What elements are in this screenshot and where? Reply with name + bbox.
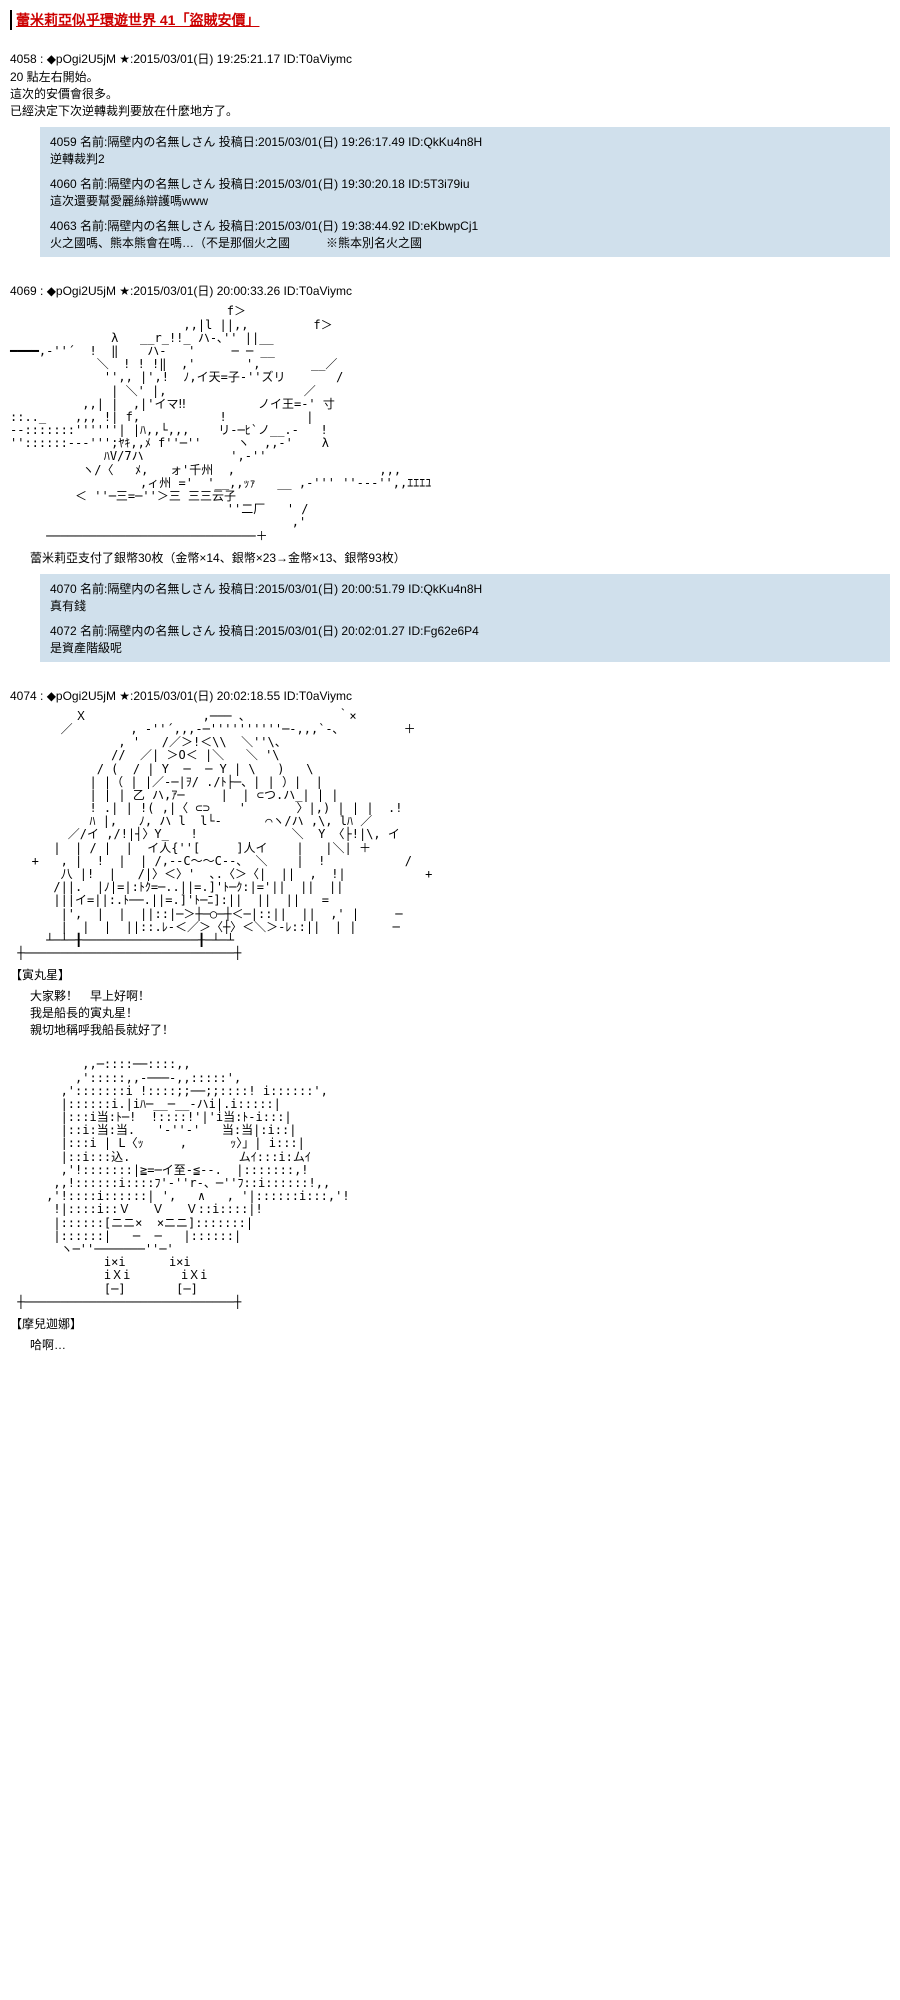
dialogue: 哈啊… — [30, 1336, 890, 1353]
ascii-art: f＞ ,,|l ||,, f＞ λ __r_!!_ ハ-､'' ||__ ━━━… — [10, 305, 890, 542]
ascii-art: ,,─::::──::::,, ,':::::,,-───-,,:::::', … — [10, 1058, 890, 1309]
character-name: 【寅丸星】 — [10, 966, 890, 983]
post-body: 20 點左右開始。 這次的安價會很多。 已經決定下次逆轉裁判要放在什麼地方了。 — [10, 69, 890, 119]
post: 4069 : ◆pOgi2U5jM ★:2015/03/01(日) 20:00:… — [10, 282, 890, 661]
post-after-text: 蕾米莉亞支付了銀幣30枚（金幣×14、銀幣×23→金幣×13、銀幣93枚） — [30, 549, 890, 566]
post: 4074 : ◆pOgi2U5jM ★:2015/03/01(日) 20:02:… — [10, 687, 890, 1353]
reply-header: 4063 名前:隔壁内の名無しさん 投稿日:2015/03/01(日) 19:3… — [50, 217, 880, 234]
reply-body: 火之國嗎、熊本熊會在嗎…（不是那個火之國 ※熊本別名火之國 — [50, 234, 880, 251]
thread-title[interactable]: 蕾米莉亞似乎環遊世界 41「盜賊安價」 — [10, 10, 890, 30]
reply-item: 4072 名前:隔壁内の名無しさん 投稿日:2015/03/01(日) 20:0… — [50, 622, 880, 656]
reply-item: 4059 名前:隔壁内の名無しさん 投稿日:2015/03/01(日) 19:2… — [50, 133, 880, 167]
reply-block: 4059 名前:隔壁内の名無しさん 投稿日:2015/03/01(日) 19:2… — [40, 127, 890, 257]
post: 4058 : ◆pOgi2U5jM ★:2015/03/01(日) 19:25:… — [10, 50, 890, 257]
ascii-art: Ｘ ,─── 、 ｀× ／ , -''´,,,-─''''''''''─-,,,… — [10, 710, 890, 961]
reply-body: 真有錢 — [50, 597, 880, 614]
posts-container: 4058 : ◆pOgi2U5jM ★:2015/03/01(日) 19:25:… — [10, 50, 890, 1353]
reply-header: 4060 名前:隔壁内の名無しさん 投稿日:2015/03/01(日) 19:3… — [50, 175, 880, 192]
reply-header: 4070 名前:隔壁内の名無しさん 投稿日:2015/03/01(日) 20:0… — [50, 580, 880, 597]
dialogue: 大家夥！ 早上好啊！ 我是船長的寅丸星！ 親切地稱呼我船長就好了！ — [30, 987, 890, 1038]
reply-body: 這次還要幫愛麗絲辯護嗎www — [50, 192, 880, 209]
reply-item: 4063 名前:隔壁内の名無しさん 投稿日:2015/03/01(日) 19:3… — [50, 217, 880, 251]
reply-block: 4070 名前:隔壁内の名無しさん 投稿日:2015/03/01(日) 20:0… — [40, 574, 890, 662]
reply-header: 4059 名前:隔壁内の名無しさん 投稿日:2015/03/01(日) 19:2… — [50, 133, 880, 150]
reply-header: 4072 名前:隔壁内の名無しさん 投稿日:2015/03/01(日) 20:0… — [50, 622, 880, 639]
reply-body: 逆轉裁判2 — [50, 150, 880, 167]
post-header: 4069 : ◆pOgi2U5jM ★:2015/03/01(日) 20:00:… — [10, 282, 890, 299]
post-header: 4074 : ◆pOgi2U5jM ★:2015/03/01(日) 20:02:… — [10, 687, 890, 704]
character-name: 【摩兒迦娜】 — [10, 1315, 890, 1332]
post-header: 4058 : ◆pOgi2U5jM ★:2015/03/01(日) 19:25:… — [10, 50, 890, 67]
reply-item: 4070 名前:隔壁内の名無しさん 投稿日:2015/03/01(日) 20:0… — [50, 580, 880, 614]
reply-item: 4060 名前:隔壁内の名無しさん 投稿日:2015/03/01(日) 19:3… — [50, 175, 880, 209]
reply-body: 是資產階級呢 — [50, 639, 880, 656]
